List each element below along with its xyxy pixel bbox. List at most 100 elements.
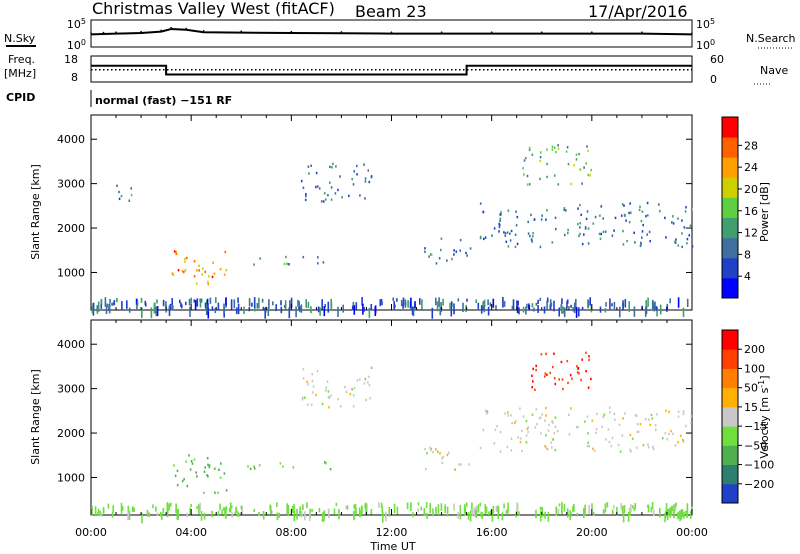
heatmap-cell: [672, 215, 674, 218]
frequency-panel: 188 600: [64, 53, 724, 86]
heatmap-cell: [225, 489, 228, 492]
nsearch-label: N.Search: [746, 32, 796, 45]
heatmap-cell: [235, 307, 238, 315]
heatmap-cell: [587, 173, 589, 177]
heatmap-cell: [231, 512, 233, 518]
heatmap-cell: [529, 234, 531, 238]
heatmap-cell: [453, 253, 455, 256]
heatmap-cell: [435, 506, 437, 512]
power-ylabel: Slant Range [km]: [29, 164, 42, 260]
heatmap-cell: [335, 502, 338, 506]
heatmap-cell: [128, 307, 131, 313]
velocity-y-axis: 1000 2000 3000 4000: [57, 338, 692, 484]
heatmap-cell: [185, 301, 187, 306]
heatmap-cell: [569, 373, 572, 377]
heatmap-cell: [460, 463, 462, 466]
heatmap-cell: [482, 210, 484, 214]
power-colorbar-swatch: [722, 177, 738, 198]
heatmap-cell: [368, 383, 371, 387]
heatmap-cell: [342, 304, 344, 313]
heatmap-cell: [270, 505, 272, 515]
heatmap-cell: [531, 386, 533, 389]
heatmap-cell: [104, 297, 107, 307]
heatmap-cell: [563, 207, 566, 210]
heatmap-cell: [381, 506, 384, 513]
freq-left-tick: 8: [71, 71, 78, 84]
heatmap-cell: [561, 378, 564, 381]
heatmap-cell: [150, 307, 153, 319]
heatmap-cell: [546, 373, 548, 376]
heatmap-cell: [229, 502, 232, 513]
heatmap-cell: [200, 511, 203, 521]
heatmap-cell: [341, 196, 343, 199]
heatmap-cell: [392, 297, 394, 301]
heatmap-cell: [488, 511, 490, 516]
heatmap-cell: [320, 200, 323, 203]
heatmap-cell: [531, 235, 534, 238]
heatmap-cell: [552, 438, 555, 441]
heatmap-cell: [302, 255, 305, 259]
heatmap-cell: [299, 506, 301, 517]
heatmap-cell: [551, 446, 553, 449]
heatmap-cell: [506, 445, 509, 449]
heatmap-cell: [545, 414, 547, 417]
heatmap-cell: [578, 307, 580, 317]
heatmap-cell: [530, 213, 532, 217]
heatmap-cell: [328, 508, 330, 519]
heatmap-cell: [127, 511, 129, 521]
heatmap-cell: [253, 508, 256, 513]
heatmap-cell: [499, 430, 502, 434]
heatmap-cell: [298, 300, 300, 311]
heatmap-cell: [469, 247, 472, 250]
heatmap-cell: [519, 440, 522, 444]
heatmap-cell: [141, 512, 143, 524]
velocity-colorbar-swatch: [722, 406, 738, 427]
heatmap-cell: [572, 506, 574, 513]
heatmap-cell: [380, 298, 383, 303]
heatmap-cell: [510, 449, 513, 452]
heatmap-cell: [267, 307, 270, 317]
heatmap-cell: [503, 231, 505, 234]
heatmap-cell: [640, 241, 642, 244]
velocity-colorbar-tick-label: −200: [744, 478, 774, 491]
heatmap-cell: [610, 444, 613, 448]
heatmap-cell: [429, 503, 431, 514]
heatmap-cell: [539, 511, 542, 522]
heatmap-cell: [359, 510, 361, 518]
heatmap-cell: [195, 282, 198, 285]
heatmap-cell: [624, 412, 626, 415]
heatmap-cell: [368, 180, 371, 184]
heatmap-cell: [553, 431, 556, 435]
heatmap-cell: [587, 386, 590, 389]
time-tick-label: 20:00: [576, 526, 608, 539]
velocity-colorbar-swatch: [722, 483, 738, 504]
heatmap-cell: [173, 464, 175, 467]
heatmap-cell: [302, 504, 304, 511]
nsky-series-line: [90, 27, 693, 36]
heatmap-cell: [455, 250, 458, 253]
heatmap-cell: [321, 402, 324, 406]
heatmap-cell: [667, 509, 670, 516]
heatmap-cell: [366, 503, 368, 513]
heatmap-cell: [380, 502, 383, 508]
heatmap-cell: [370, 304, 373, 311]
heatmap-cell: [560, 360, 563, 364]
heatmap-cell: [356, 164, 358, 168]
heatmap-cell: [100, 299, 103, 305]
heatmap-cell: [514, 245, 517, 249]
heatmap-cell: [588, 504, 590, 515]
heatmap-cell: [319, 307, 321, 316]
heatmap-cell: [217, 511, 220, 516]
heatmap-cell: [316, 369, 319, 373]
heatmap-cell: [339, 405, 342, 408]
heatmap-cell: [558, 503, 561, 507]
power-colorbar-swatch: [722, 157, 738, 178]
heatmap-cell: [311, 379, 314, 383]
heatmap-cell: [420, 506, 423, 511]
heatmap-cell: [352, 405, 355, 408]
heatmap-cell: [253, 297, 256, 308]
heatmap-cell: [500, 213, 502, 216]
heatmap-cell: [345, 390, 348, 394]
heatmap-cell: [166, 508, 169, 518]
heatmap-cell: [156, 299, 158, 304]
